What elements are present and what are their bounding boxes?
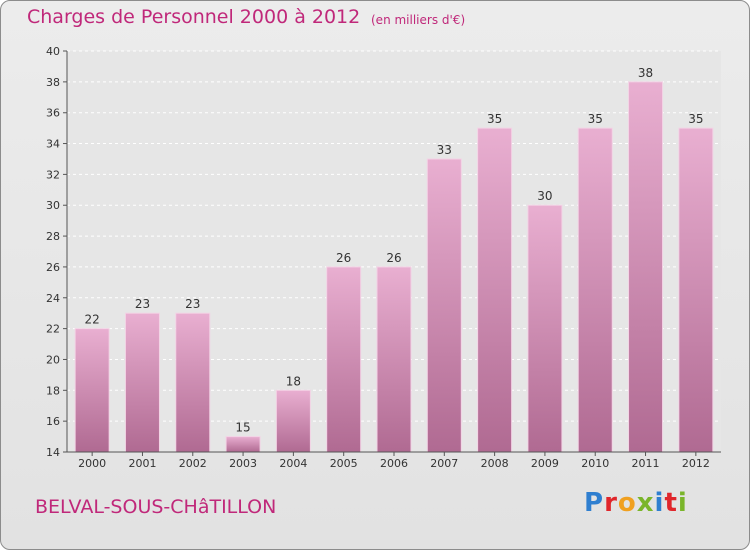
chart-title: Charges de Personnel 2000 à 2012 — [27, 6, 361, 28]
data-label-2001: 23 — [135, 297, 150, 311]
x-tick-label-2007: 2007 — [430, 457, 458, 470]
bar-2005 — [326, 266, 362, 453]
y-tick-label: 28 — [46, 230, 60, 243]
bar-2008 — [477, 127, 513, 453]
y-tick-label: 26 — [46, 261, 60, 274]
x-tick-label-2003: 2003 — [229, 457, 257, 470]
data-label-2008: 35 — [487, 112, 502, 126]
y-tick-label: 34 — [46, 138, 60, 151]
y-tick-label: 16 — [46, 415, 60, 428]
x-tick-label-2011: 2011 — [632, 457, 660, 470]
bar-2003 — [225, 436, 261, 453]
x-tick-label-2004: 2004 — [279, 457, 307, 470]
bar-2004 — [275, 389, 311, 453]
bar-2009 — [527, 204, 563, 453]
bar-2000 — [74, 328, 110, 453]
data-label-2000: 22 — [85, 313, 100, 327]
x-tick-label-2000: 2000 — [78, 457, 106, 470]
bar-2010 — [577, 127, 613, 453]
data-label-2006: 26 — [386, 251, 401, 265]
x-tick-label-2005: 2005 — [330, 457, 358, 470]
y-tick-label: 38 — [46, 76, 60, 89]
y-tick-label: 30 — [46, 199, 60, 212]
bar-2006 — [376, 266, 412, 453]
chart-subtitle: (en milliers d'€) — [371, 13, 466, 27]
y-tick-label: 40 — [46, 45, 60, 58]
bar-2012 — [678, 127, 714, 453]
bar-2002 — [175, 312, 211, 453]
data-label-2011: 38 — [638, 66, 653, 80]
data-label-2007: 33 — [437, 143, 452, 157]
x-tick-label-2001: 2001 — [128, 457, 156, 470]
data-label-2012: 35 — [688, 112, 703, 126]
y-tick-label: 32 — [46, 168, 60, 181]
x-tick-label-2002: 2002 — [179, 457, 207, 470]
y-tick-label: 14 — [46, 446, 60, 459]
data-label-2005: 26 — [336, 251, 351, 265]
y-tick-label: 36 — [46, 107, 60, 120]
data-label-2004: 18 — [286, 374, 301, 388]
x-tick-label-2010: 2010 — [581, 457, 609, 470]
y-tick-label: 20 — [46, 353, 60, 366]
x-tick-label-2006: 2006 — [380, 457, 408, 470]
proxiti-logo: Proxiti — [584, 488, 688, 518]
data-label-2003: 15 — [235, 421, 250, 435]
y-tick-label: 22 — [46, 323, 60, 336]
data-label-2009: 30 — [537, 189, 552, 203]
x-tick-label-2012: 2012 — [682, 457, 710, 470]
bar-2011 — [628, 81, 664, 453]
x-tick-label-2008: 2008 — [481, 457, 509, 470]
x-tick-label-2009: 2009 — [531, 457, 559, 470]
bar-2007 — [426, 158, 462, 453]
data-label-2010: 35 — [588, 112, 603, 126]
commune-name: BELVAL-SOUS-CHâTILLON — [35, 496, 277, 518]
y-tick-label: 18 — [46, 384, 60, 397]
bar-2001 — [124, 312, 160, 453]
y-tick-label: 24 — [46, 292, 60, 305]
data-label-2002: 23 — [185, 297, 200, 311]
